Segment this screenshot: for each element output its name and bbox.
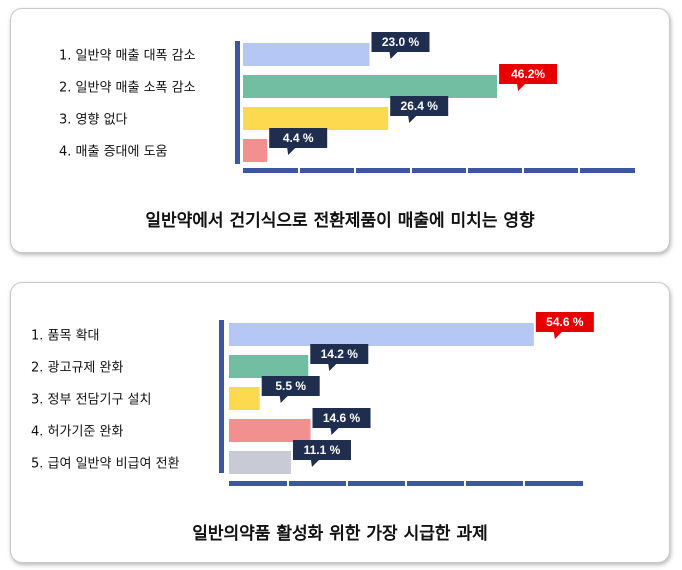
chart-1-value-label: 23.0 %	[382, 35, 420, 49]
chart-2-category-label: 2. 광고규제 완화	[31, 361, 123, 376]
chart-2-value-label: 5.5 %	[275, 379, 306, 393]
chart-2-value-label: 14.6 %	[323, 411, 361, 425]
chart-2-value-callout: 14.6 %	[312, 408, 371, 435]
chart-2-bar	[229, 387, 260, 410]
chart-1-x-axis-divider	[354, 168, 356, 173]
chart-2-value-callout: 54.6 %	[535, 312, 594, 339]
chart-1-y-axis	[235, 41, 240, 164]
chart-2-category-label: 1. 품목 확대	[31, 329, 100, 344]
chart-1-category-label: 4. 매출 증대에 도움	[59, 145, 168, 160]
chart-1-x-axis-divider	[578, 168, 580, 173]
chart-2-title: 일반의약품 활성화 위한 가장 시급한 과제	[192, 524, 488, 544]
chart-1-svg: 1. 일반약 매출 대폭 감소 23.0 % 2. 일반약 매출 소폭 감소 46.2…	[59, 32, 635, 173]
chart-1-bar	[243, 107, 389, 130]
chart-2-bar	[229, 323, 534, 346]
chart-1-value-callout: 26.4 %	[390, 96, 449, 123]
chart-2-value-callout-box	[292, 440, 351, 467]
chart-1-title: 일반약에서 건기식으로 전환제품이 매출에 미치는 영향	[145, 211, 535, 231]
chart-panel-1: 1. 일반약 매출 대폭 감소 23.0 % 2. 일반약 매출 소폭 감소 46.2…	[10, 8, 670, 253]
chart-1-x-axis	[243, 168, 635, 173]
chart-1-value-callout-box	[499, 64, 558, 91]
chart-2-category-label: 3. 정부 전담기구 설치	[31, 393, 151, 408]
chart-2-category-label: 5. 급여 일반약 비급여 전환	[31, 457, 180, 472]
chart-2-y-axis	[219, 320, 224, 473]
chart-1-category-label: 3. 영향 없다	[59, 113, 128, 128]
chart-2-value-label: 54.6 %	[546, 315, 584, 329]
chart-2-value-callout: 5.5 %	[261, 376, 320, 403]
chart-2-x-axis-divider	[346, 481, 348, 486]
chart-1-x-axis-divider	[466, 168, 468, 173]
chart-2-bar	[229, 451, 291, 474]
chart-2-svg: 1. 품목 확대 54.6 % 2. 광고규제 완화 14.2 % 3. 정부 전담기구…	[31, 312, 594, 486]
chart-1-category-label: 2. 일반약 매출 소폭 감소	[59, 81, 196, 96]
chart-2-bar	[229, 355, 309, 378]
chart-2-value-label: 11.1 %	[304, 443, 341, 457]
chart-1-value-label: 4.4 %	[283, 131, 314, 145]
chart-2-category-label: 4. 허가기준 완화	[31, 425, 123, 440]
chart-1-bar	[243, 139, 268, 162]
chart-1-value-callout: 46.2%	[499, 64, 558, 91]
chart-1-value-callout: 23.0 %	[371, 32, 430, 59]
chart-2-x-axis-divider	[464, 481, 466, 486]
chart-1-bar	[243, 43, 370, 66]
chart-2-x-axis-divider	[523, 481, 525, 486]
chart-1-value-callout-box	[371, 32, 430, 59]
chart-2-value-label: 14.2 %	[321, 347, 359, 361]
chart-1-x-axis-divider	[410, 168, 412, 173]
chart-2-value-callout-box	[261, 376, 320, 403]
chart-1-value-callout-box	[390, 96, 449, 123]
chart-2-value-callout: 14.2 %	[310, 344, 369, 371]
chart-1-category-label: 1. 일반약 매출 대폭 감소	[59, 49, 196, 64]
chart-1-value-callout-box	[269, 128, 328, 155]
chart-panel-2: 1. 품목 확대 54.6 % 2. 광고규제 완화 14.2 % 3. 정부 전담기구…	[10, 282, 670, 563]
chart-1-value-label: 46.2%	[511, 67, 545, 81]
chart-1-bar	[243, 75, 498, 98]
chart-2-x-axis-divider	[287, 481, 289, 486]
chart-2-value-callout: 11.1 %	[292, 440, 351, 467]
chart-1-value-label: 26.4 %	[401, 99, 439, 113]
chart-1-value-callout: 4.4 %	[269, 128, 328, 155]
chart-1-x-axis-divider	[522, 168, 524, 173]
chart-1-x-axis-divider	[298, 168, 300, 173]
chart-2-value-callout-box	[535, 312, 594, 339]
chart-2-value-callout-box	[312, 408, 371, 435]
chart-2-value-callout-box	[310, 344, 369, 371]
chart-2-x-axis-divider	[405, 481, 407, 486]
chart-2-bar	[229, 419, 311, 442]
